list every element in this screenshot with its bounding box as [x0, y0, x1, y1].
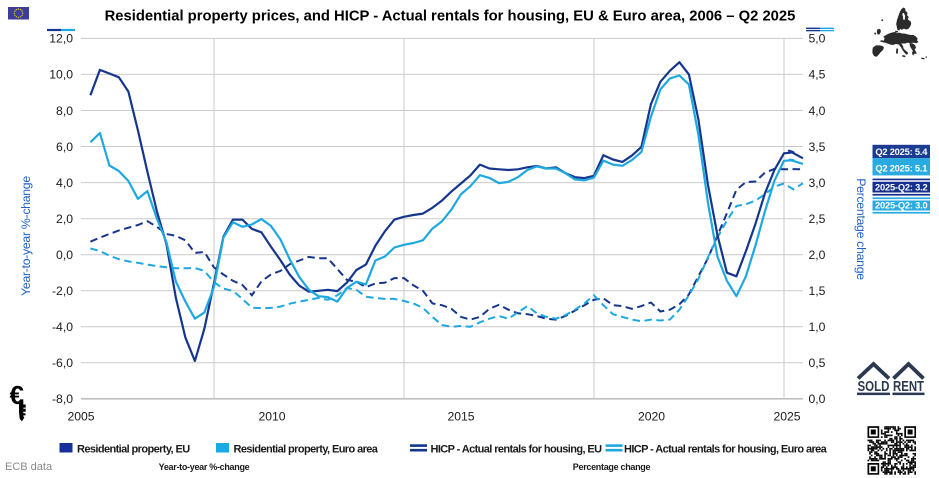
svg-text:Year-to-year %-change: Year-to-year %-change: [19, 176, 33, 296]
svg-text:10,0: 10,0: [49, 68, 73, 82]
svg-text:4,5: 4,5: [809, 68, 826, 82]
svg-text:-4,0: -4,0: [52, 320, 73, 334]
svg-text:4,0: 4,0: [56, 176, 73, 190]
svg-text:2,0: 2,0: [56, 212, 73, 226]
svg-text:0,0: 0,0: [809, 392, 826, 406]
svg-text:Q2 2025: 5.1: Q2 2025: 5.1: [875, 164, 927, 174]
svg-text:-8,0: -8,0: [52, 392, 73, 406]
svg-text:2,5: 2,5: [809, 212, 826, 226]
svg-text:Residential property prices, a: Residential property prices, and HICP - …: [105, 9, 796, 25]
svg-text:1,5: 1,5: [809, 284, 826, 298]
svg-text:-6,0: -6,0: [52, 356, 73, 370]
svg-text:0,0: 0,0: [56, 248, 73, 262]
svg-text:1,0: 1,0: [809, 320, 826, 334]
svg-text:2005: 2005: [67, 410, 94, 424]
svg-text:RENT: RENT: [893, 378, 925, 395]
svg-text:Percentage change: Percentage change: [573, 462, 651, 472]
svg-text:8,0: 8,0: [56, 104, 73, 118]
svg-text:Residential property, EU: Residential property, EU: [77, 443, 190, 455]
svg-text:SOLD: SOLD: [858, 378, 890, 395]
svg-text:-2,0: -2,0: [52, 284, 73, 298]
svg-text:Year-to-year %-change: Year-to-year %-change: [159, 462, 250, 472]
svg-text:12,0: 12,0: [49, 32, 73, 46]
svg-text:HICP - Actual rentals for hous: HICP - Actual rentals for housing, EU: [431, 443, 603, 455]
svg-text:0,5: 0,5: [809, 356, 826, 370]
svg-text:2025-Q2: 3.2: 2025-Q2: 3.2: [875, 182, 927, 192]
svg-text:ECB data: ECB data: [5, 461, 53, 473]
svg-text:4,0: 4,0: [809, 104, 826, 118]
svg-text:2015: 2015: [447, 410, 474, 424]
svg-text:Percentage change: Percentage change: [854, 178, 868, 280]
svg-text:2010: 2010: [258, 410, 285, 424]
svg-text:Residential property, Euro are: Residential property, Euro area: [234, 443, 379, 455]
svg-text:HICP - Actual rentals for hous: HICP - Actual rentals for housing, Euro …: [624, 443, 828, 455]
svg-text:2020: 2020: [638, 410, 665, 424]
svg-text:6,0: 6,0: [56, 140, 73, 154]
svg-text:2,0: 2,0: [809, 248, 826, 262]
svg-text:Q2 2025: 5.4: Q2 2025: 5.4: [875, 147, 928, 157]
svg-text:2025-Q2: 3.0: 2025-Q2: 3.0: [875, 201, 927, 211]
svg-text:5,0: 5,0: [809, 32, 826, 46]
svg-text:2025: 2025: [773, 410, 800, 424]
svg-text:3,0: 3,0: [809, 176, 826, 190]
svg-text:3,5: 3,5: [809, 140, 826, 154]
